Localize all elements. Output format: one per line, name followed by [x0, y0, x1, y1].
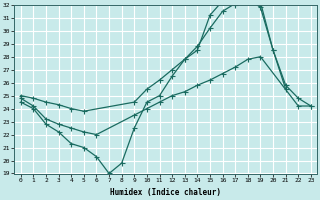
X-axis label: Humidex (Indice chaleur): Humidex (Indice chaleur) [110, 188, 221, 197]
